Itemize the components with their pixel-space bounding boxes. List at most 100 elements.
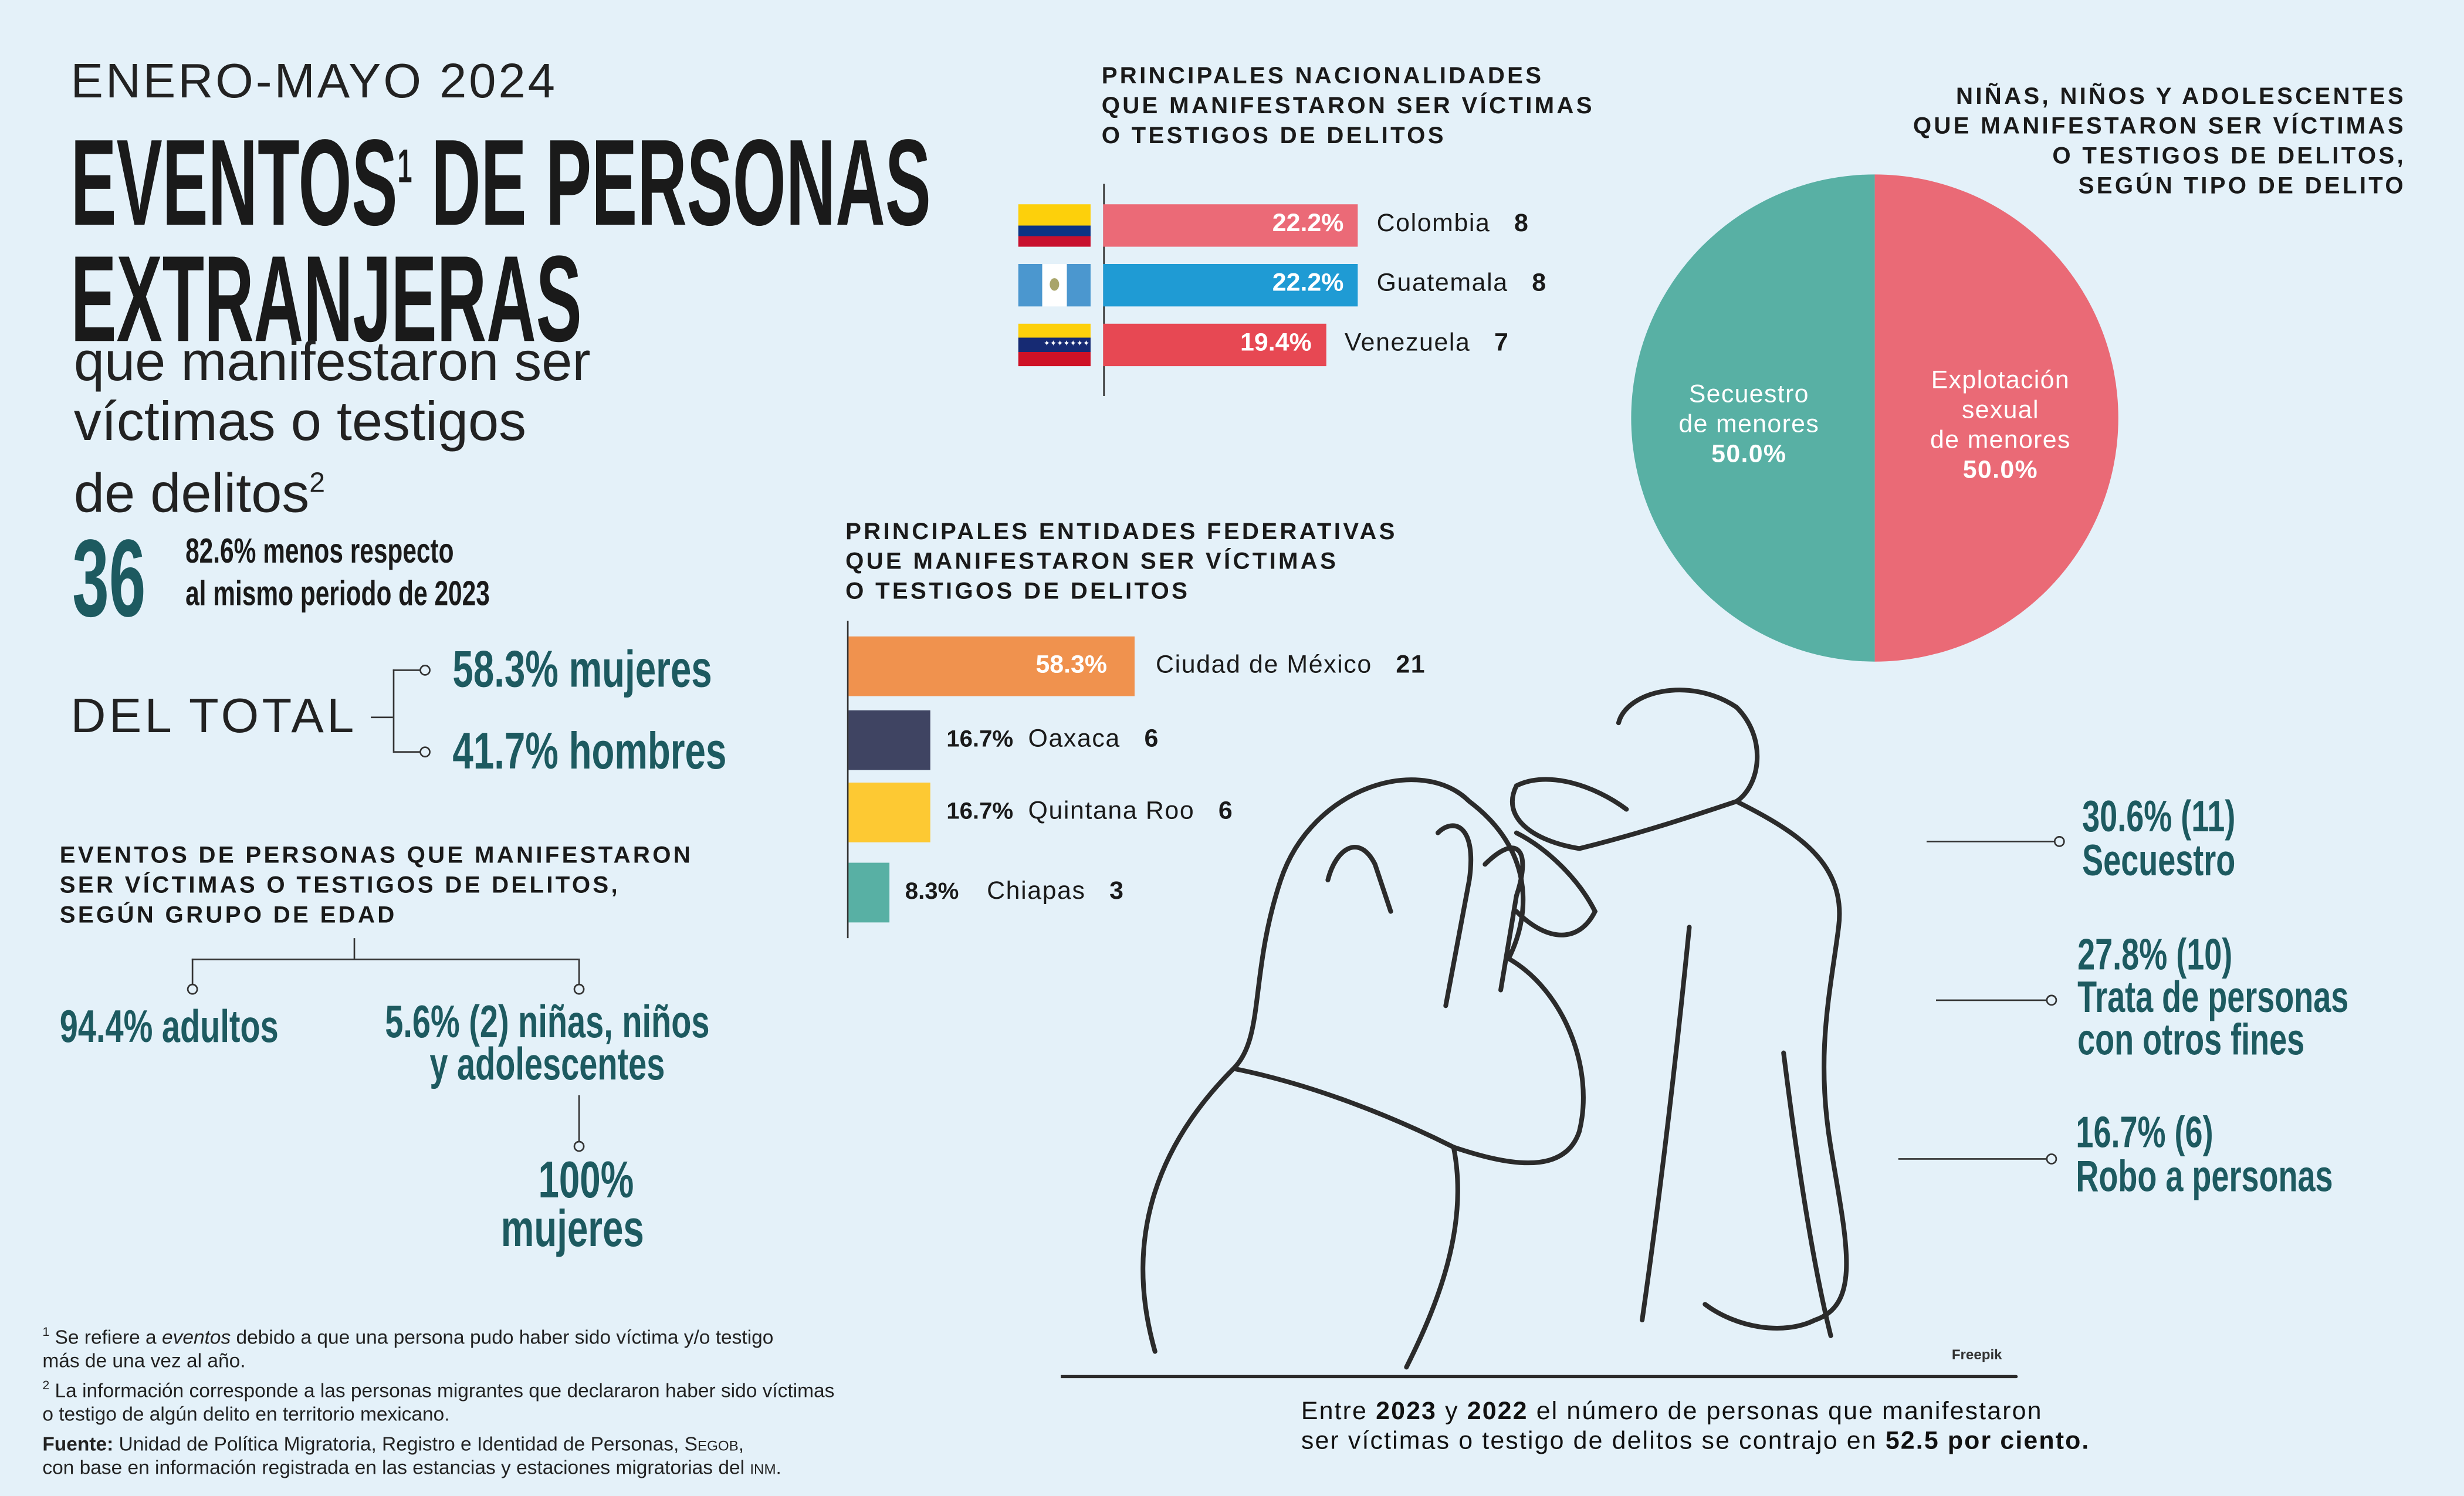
state-bar: [848, 710, 931, 770]
pointer-line: [1926, 841, 2059, 842]
footnote-num: 2: [42, 1378, 50, 1393]
summary-segment: el número de personas que manifestaron: [1528, 1398, 2043, 1426]
state-count: 3: [1109, 878, 1125, 905]
minors-stat: 5.6% (2) niñas, niños y adolescentes: [385, 1000, 835, 1091]
footnote-num: 1: [42, 1325, 50, 1339]
subtitle: que manifestaron ser víctimas o testigos…: [74, 333, 591, 524]
period: ENERO-MAYO 2024: [70, 53, 557, 109]
footnote-text: más de una vez al año.: [42, 1350, 246, 1372]
pointer-dot: [2053, 836, 2065, 847]
state-count: 6: [1218, 798, 1234, 825]
men-stat: 41.7% hombres: [452, 721, 833, 781]
adults-text: 94.4% adultos: [59, 1002, 279, 1053]
person-left-body: [1231, 1066, 1460, 1370]
person-right-legs: [1640, 925, 1833, 1338]
crime-name: Robo a personas: [2076, 1152, 2333, 1201]
main-title: EVENTOS1 DE PERSONAS EXTRANJERAS: [70, 110, 1607, 360]
state-label: Ciudad de México 21: [1156, 652, 1426, 681]
state-count: 6: [1144, 726, 1159, 753]
footnote-text: La información corresponde a las persona…: [49, 1380, 835, 1403]
crime-name: con otros fines: [2077, 1015, 2305, 1064]
state-label: Quintana Roo 6: [1028, 798, 1234, 827]
title-line: O TESTIGOS DE DELITOS: [1101, 122, 1446, 150]
minors-text: 5.6% (2) niñas, niños: [385, 997, 710, 1048]
tree-line: [578, 1095, 580, 1145]
country-name: Guatemala: [1376, 270, 1508, 297]
pie-label-secuestro: Secuestro de menores 50.0%: [1663, 380, 1836, 470]
colombia-flag-icon: [1018, 204, 1091, 247]
tree-dot: [573, 1140, 585, 1152]
state-pct: 16.7%: [946, 726, 1014, 753]
minors-women-stat: 100% mujeres: [501, 1153, 689, 1254]
source-label: Fuente:: [42, 1433, 114, 1456]
title-line: SER VÍCTIMAS O TESTIGOS DE DELITOS,: [59, 872, 620, 899]
venezuela-flag-icon: ✦✦✦✦✦✦✦: [1018, 323, 1091, 367]
crime-secuestro: 30.6% (11) Secuestro: [2082, 792, 2295, 885]
nationality-pct: 22.2%: [1272, 210, 1344, 238]
country-count: 7: [1494, 330, 1509, 357]
slice-label: de menores: [1930, 427, 2071, 455]
bracket-dot: [419, 746, 431, 758]
source-text: .: [776, 1457, 781, 1480]
source-text: Unidad de Política Migratoria, Registro …: [113, 1433, 685, 1456]
summary-segment: y: [1437, 1398, 1467, 1426]
people-line-illustration: [1061, 688, 2018, 1379]
summary-segment: 2022: [1467, 1398, 1528, 1426]
crime-pct: 27.8% (10): [2077, 930, 2233, 979]
total-count: 36: [72, 516, 195, 641]
change-line: al mismo periodo de 2023: [185, 573, 490, 613]
tree-dot: [573, 983, 585, 995]
adults-stat: 94.4% adultos: [60, 1003, 364, 1054]
summary-segment: 52.5 por ciento.: [1885, 1428, 2090, 1456]
nationality-bar: [1103, 204, 1358, 247]
state-count: 21: [1396, 652, 1426, 679]
pie-slice-1: [1631, 174, 1875, 662]
minors-text: y adolescentes: [429, 1040, 665, 1091]
women-text: 58.3% mujeres: [452, 639, 712, 698]
title-line: QUE MANIFESTARON SER VÍCTIMAS: [845, 548, 1339, 576]
minors-crime-pie: [1631, 174, 2118, 662]
tree-line: [191, 958, 194, 986]
state-bar: [848, 782, 931, 842]
title-line: NIÑAS, NIÑOS Y ADOLESCENTES: [1956, 83, 2406, 110]
tree-dot: [187, 983, 198, 995]
footnote-text: Se refiere a: [49, 1326, 162, 1349]
minors-crime-title: NIÑAS, NIÑOS Y ADOLESCENTES QUE MANIFEST…: [1913, 82, 2406, 201]
title-line: PRINCIPALES ENTIDADES FEDERATIVAS: [845, 518, 1397, 546]
source-text: inm: [750, 1457, 776, 1480]
state-name: Ciudad de México: [1156, 652, 1372, 679]
footnote-text: debido a que una persona pudo haber sido…: [231, 1326, 774, 1349]
slice-label: sexual: [1961, 397, 2039, 425]
pointer-dot: [2046, 1153, 2057, 1165]
crime-name: Trata de personas: [2077, 973, 2349, 1022]
state-bar: [848, 636, 1136, 696]
nationality-label: Venezuela 7: [1345, 330, 1509, 358]
subtitle-line: de delitos: [73, 463, 310, 524]
mujeres-text: mujeres: [500, 1199, 644, 1257]
pct-text: 100%: [538, 1150, 634, 1209]
slice-label: de menores: [1678, 411, 1820, 439]
footnote-ref: 1: [397, 141, 412, 194]
pie-slice-0: [1874, 174, 2118, 662]
title-word: DE PERSONAS: [412, 113, 931, 252]
bracket: [371, 716, 393, 719]
pointer-line: [1898, 1158, 2051, 1160]
bracket: [392, 669, 421, 671]
states-title: PRINCIPALES ENTIDADES FEDERATIVAS QUE MA…: [845, 517, 1397, 607]
title-line: O TESTIGOS DE DELITOS,: [2052, 143, 2406, 170]
men-text: 41.7% hombres: [452, 721, 727, 780]
subtitle-line: que manifestaron ser: [73, 331, 591, 393]
nationality-pct: 19.4%: [1240, 330, 1312, 357]
state-label: Chiapas 3: [987, 878, 1125, 906]
state-bar: [848, 862, 890, 923]
bracket-dot: [419, 665, 431, 676]
footnote-text: o testigo de algún delito en territorio …: [42, 1403, 450, 1426]
bracket: [392, 751, 421, 753]
pointer-dot: [2046, 994, 2057, 1006]
crime-name: Secuestro: [2082, 836, 2236, 885]
crime-pct: 30.6% (11): [2082, 792, 2236, 841]
nationality-pct: 22.2%: [1272, 270, 1344, 297]
title-word: EVENTOS: [70, 113, 398, 252]
person-left-outline: [1140, 777, 1586, 1354]
